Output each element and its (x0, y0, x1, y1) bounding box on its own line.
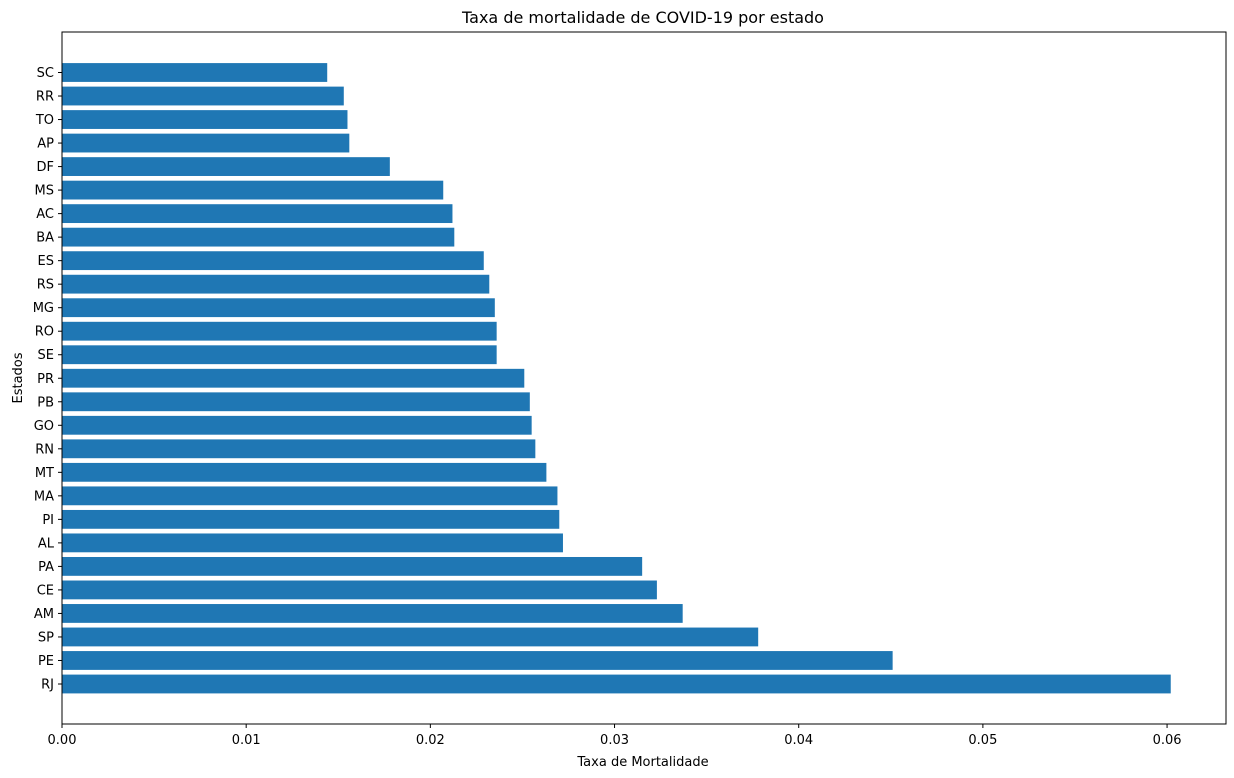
y-tick-label: MT (35, 466, 54, 481)
bar-pi (62, 509, 560, 529)
y-tick-label: SP (38, 630, 54, 645)
bars-group (62, 63, 1171, 694)
x-axis-label: Taxa de Mortalidade (576, 755, 708, 770)
x-tick-label: 0.06 (1153, 733, 1182, 748)
bar-rj (62, 674, 1171, 694)
bar-ma (62, 486, 558, 506)
x-tick-label: 0.02 (416, 733, 445, 748)
x-tick-label: 0.05 (968, 733, 997, 748)
x-ticks-group: 0.00 0.01 0.02 0.03 0.04 0.05 0.06 (48, 724, 1182, 748)
bar-sc (62, 63, 328, 82)
bar-am (62, 604, 683, 623)
bar-al (62, 533, 563, 553)
bar-rr (62, 86, 344, 106)
y-tick-label: MS (35, 184, 54, 199)
y-tick-label: GO (34, 419, 54, 434)
y-tick-label: MG (33, 301, 54, 316)
y-tick-label: PR (37, 372, 54, 387)
bar-ba (62, 227, 455, 247)
y-ticks-group: RJ PE SP AM CE PA AL PI MA MT RN GO PB PR SE RO MG RS ES BA… (33, 66, 62, 693)
chart-title: Taxa de mortalidade de COVID-19 por esta… (461, 8, 824, 27)
y-tick-label: PB (37, 395, 54, 410)
x-tick-label: 0.03 (600, 733, 629, 748)
y-tick-label: BA (36, 231, 54, 246)
bar-ce (62, 580, 657, 600)
plot-frame (61, 31, 1227, 725)
bar-mt (62, 462, 547, 482)
y-tick-label: AL (38, 536, 55, 551)
bar-es (62, 251, 484, 271)
bar-sp (62, 627, 759, 647)
y-tick-label: PI (42, 513, 54, 528)
bar-pb (62, 392, 530, 412)
bar-rn (62, 439, 536, 459)
bar-se (62, 345, 497, 365)
bar-mg (62, 298, 495, 318)
y-axis-label: Estados (11, 352, 26, 403)
x-tick-label: 0.01 (232, 733, 261, 748)
y-tick-label: DF (37, 160, 55, 175)
y-tick-label: RS (37, 278, 54, 293)
bar-go (62, 415, 532, 435)
bar-ro (62, 321, 497, 341)
y-tick-label: SE (38, 348, 54, 363)
y-tick-label: ES (38, 254, 54, 269)
y-tick-label: SC (37, 66, 54, 81)
y-tick-label: TO (35, 113, 54, 128)
bar-to (62, 110, 348, 129)
y-tick-label: MA (34, 489, 54, 504)
y-tick-label: CE (37, 583, 54, 598)
y-tick-label: PA (38, 560, 54, 575)
bar-pe (62, 651, 893, 670)
y-tick-label: RR (36, 90, 54, 105)
bar-pr (62, 368, 525, 388)
y-tick-label: AP (37, 137, 54, 152)
bar-pa (62, 556, 643, 576)
x-tick-label: 0.00 (48, 733, 77, 748)
bar-ms (62, 180, 444, 200)
bar-df (62, 157, 390, 176)
bar-ap (62, 133, 350, 153)
y-tick-label: AC (36, 207, 54, 222)
y-tick-label: PE (38, 654, 54, 669)
y-tick-label: RO (35, 325, 54, 340)
y-tick-label: AM (34, 607, 54, 622)
bar-rs (62, 274, 490, 294)
y-tick-label: RN (35, 442, 54, 457)
x-tick-label: 0.04 (784, 733, 813, 748)
y-tick-label: RJ (41, 678, 54, 693)
bar-ac (62, 204, 453, 224)
